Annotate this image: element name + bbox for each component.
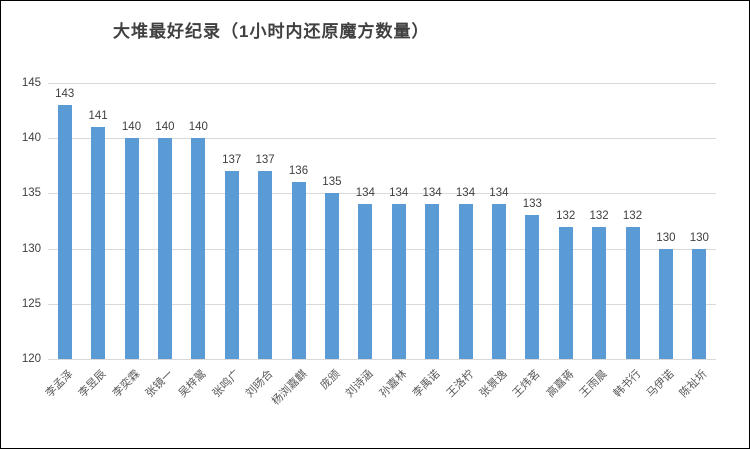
bar xyxy=(258,171,273,359)
data-label: 130 xyxy=(656,231,676,244)
x-axis-category-label: 韩书行 xyxy=(611,368,643,400)
data-label: 132 xyxy=(589,209,609,222)
data-label: 135 xyxy=(322,176,342,189)
gridline xyxy=(48,303,716,305)
gridline xyxy=(48,248,716,250)
x-axis-category-label: 李孟泽 xyxy=(43,368,76,400)
x-axis-category-label: 王洛柠 xyxy=(444,368,476,400)
data-label: 134 xyxy=(455,187,476,200)
bar xyxy=(558,226,573,359)
bar xyxy=(391,204,406,359)
data-label: 134 xyxy=(355,187,375,200)
x-axis-category-label: 高嘉蒋 xyxy=(544,368,577,400)
x-axis-category-label: 庞颁 xyxy=(318,368,343,393)
bar xyxy=(324,193,339,359)
gridline xyxy=(48,138,716,140)
data-label: 130 xyxy=(689,231,709,244)
bar xyxy=(291,182,306,359)
bar xyxy=(592,226,607,359)
plot-area: 143 141 140 140 140 137 137 136 135 134 134 134 134 1… xyxy=(48,83,716,360)
gridline xyxy=(48,83,716,84)
gridline xyxy=(48,359,716,360)
bar xyxy=(57,105,72,359)
bar xyxy=(491,204,506,359)
data-label: 136 xyxy=(288,165,309,178)
chart-title: 大堆最好纪录（1小时内还原魔方数量） xyxy=(113,22,430,41)
data-label: 140 xyxy=(121,121,142,134)
bar xyxy=(625,226,640,359)
data-label: 132 xyxy=(622,209,643,222)
y-axis-tick-label: 145 xyxy=(21,77,41,89)
y-axis-tick-label: 130 xyxy=(21,242,41,255)
x-axis-category-label: 陈祉圻 xyxy=(677,368,710,400)
x-axis-category-label: 马伊诺 xyxy=(644,368,677,400)
x-axis-category-label: 吴梓翯 xyxy=(176,368,209,400)
bar xyxy=(191,138,206,359)
x-axis-category-label: 李奕霖 xyxy=(110,368,142,400)
x-axis-category-label: 李昱辰 xyxy=(76,368,109,400)
x-axis-category-label: 孙嘉林 xyxy=(377,368,410,400)
data-label: 140 xyxy=(188,121,208,134)
y-axis-tick-label: 120 xyxy=(21,353,41,365)
y-axis-tick-label: 140 xyxy=(21,132,41,145)
y-axis-tick-label: 135 xyxy=(21,187,41,200)
y-axis-tick-label: 125 xyxy=(21,297,41,310)
bar xyxy=(157,138,172,359)
x-axis-category-label: 杨浏嘉麒 xyxy=(269,368,309,408)
bar xyxy=(692,248,707,359)
bar xyxy=(525,215,540,359)
x-axis-category-label: 李禹诺 xyxy=(410,368,443,400)
bar xyxy=(224,171,239,359)
x-axis-category-label: 刘诗涵 xyxy=(343,368,376,400)
data-label: 137 xyxy=(255,154,275,167)
bar xyxy=(358,204,373,359)
x-axis-category-label: 张景逸 xyxy=(477,368,510,400)
x-axis-category-label: 张鸣广 xyxy=(210,368,243,400)
data-label: 137 xyxy=(222,154,242,167)
gridline xyxy=(48,193,716,195)
data-label: 143 xyxy=(55,88,75,101)
x-axis-category-label: 王炜茗 xyxy=(510,368,543,400)
data-label: 132 xyxy=(556,209,576,222)
bar xyxy=(91,127,106,359)
x-axis-category-label: 刘旸合 xyxy=(243,368,276,400)
bar xyxy=(425,204,440,359)
data-label: 141 xyxy=(88,110,108,123)
x-axis-category-label: 张镜一 xyxy=(143,368,176,400)
bar xyxy=(658,248,673,359)
data-label: 134 xyxy=(389,187,409,200)
bar xyxy=(124,138,139,359)
data-label: 134 xyxy=(422,187,442,200)
data-label: 133 xyxy=(522,198,542,211)
x-axis-category-label: 王雨晨 xyxy=(577,368,610,400)
data-label: 140 xyxy=(155,121,175,134)
data-label: 134 xyxy=(489,187,509,200)
bar xyxy=(458,204,473,359)
